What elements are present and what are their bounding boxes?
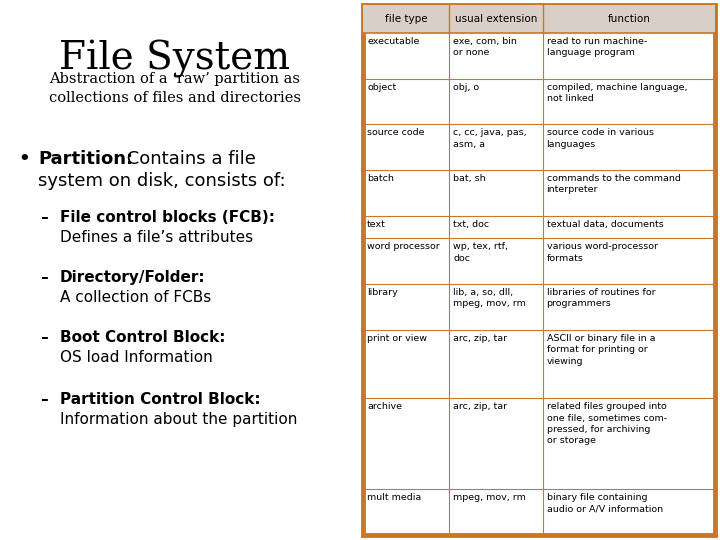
Text: textual data, documents: textual data, documents xyxy=(546,220,663,228)
Text: Information about the partition: Information about the partition xyxy=(60,412,297,427)
Text: exe, com, bin
or none: exe, com, bin or none xyxy=(454,37,517,57)
Text: –: – xyxy=(40,392,48,407)
Text: OS load Information: OS load Information xyxy=(60,350,212,365)
Text: mpeg, mov, rm: mpeg, mov, rm xyxy=(454,494,526,502)
Text: system on disk, consists of:: system on disk, consists of: xyxy=(38,172,286,190)
Text: source code: source code xyxy=(367,129,425,137)
Text: word processor: word processor xyxy=(367,242,440,251)
Text: function: function xyxy=(608,14,650,24)
Text: source code in various
languages: source code in various languages xyxy=(546,129,654,148)
Text: –: – xyxy=(40,210,48,225)
Text: Directory/Folder:: Directory/Folder: xyxy=(60,270,206,285)
Text: c, cc, java, pas,
asm, a: c, cc, java, pas, asm, a xyxy=(454,129,527,148)
Text: binary file containing
audio or A/V information: binary file containing audio or A/V info… xyxy=(546,494,662,514)
Text: Partition:: Partition: xyxy=(38,150,133,168)
Text: compiled, machine language,
not linked: compiled, machine language, not linked xyxy=(546,83,687,103)
Text: txt, doc: txt, doc xyxy=(454,220,490,228)
Text: lib, a, so, dll,
mpeg, mov, rm: lib, a, so, dll, mpeg, mov, rm xyxy=(454,288,526,308)
Text: libraries of routines for
programmers: libraries of routines for programmers xyxy=(546,288,655,308)
Text: –: – xyxy=(40,270,48,285)
Text: arc, zip, tar: arc, zip, tar xyxy=(454,402,508,411)
Text: usual extension: usual extension xyxy=(455,14,537,24)
Bar xyxy=(363,5,715,535)
Text: various word-processor
formats: various word-processor formats xyxy=(546,242,657,263)
Text: batch: batch xyxy=(367,174,394,183)
Text: related files grouped into
one file, sometimes com-
pressed, for archiving
or st: related files grouped into one file, som… xyxy=(546,402,667,446)
Text: library: library xyxy=(367,288,397,297)
Text: mult media: mult media xyxy=(367,494,421,502)
Text: File control blocks (FCB):: File control blocks (FCB): xyxy=(60,210,275,225)
Text: executable: executable xyxy=(367,37,419,46)
Text: arc, zip, tar: arc, zip, tar xyxy=(454,334,508,343)
Text: read to run machine-
language program: read to run machine- language program xyxy=(546,37,647,57)
Text: File System: File System xyxy=(60,40,291,78)
Text: ASCII or binary file in a
format for printing or
viewing: ASCII or binary file in a format for pri… xyxy=(546,334,655,366)
Text: A collection of FCBs: A collection of FCBs xyxy=(60,290,211,305)
Text: Defines a file’s attributes: Defines a file’s attributes xyxy=(60,230,253,245)
Text: file type: file type xyxy=(384,14,428,24)
Text: print or view: print or view xyxy=(367,334,427,343)
Text: Boot Control Block:: Boot Control Block: xyxy=(60,330,225,345)
Text: bat, sh: bat, sh xyxy=(454,174,486,183)
Text: Contains a file: Contains a file xyxy=(121,150,256,168)
Text: object: object xyxy=(367,83,396,92)
Text: obj, o: obj, o xyxy=(454,83,480,92)
Text: •: • xyxy=(18,150,30,168)
Text: –: – xyxy=(40,330,48,345)
Text: wp, tex, rtf,
doc: wp, tex, rtf, doc xyxy=(454,242,508,263)
Text: archive: archive xyxy=(367,402,402,411)
Text: text: text xyxy=(367,220,386,228)
Text: Abstraction of a ‘raw’ partition as
collections of files and directories: Abstraction of a ‘raw’ partition as coll… xyxy=(49,72,301,105)
Bar xyxy=(363,5,715,33)
Text: commands to the command
interpreter: commands to the command interpreter xyxy=(546,174,680,194)
Text: Partition Control Block:: Partition Control Block: xyxy=(60,392,261,407)
